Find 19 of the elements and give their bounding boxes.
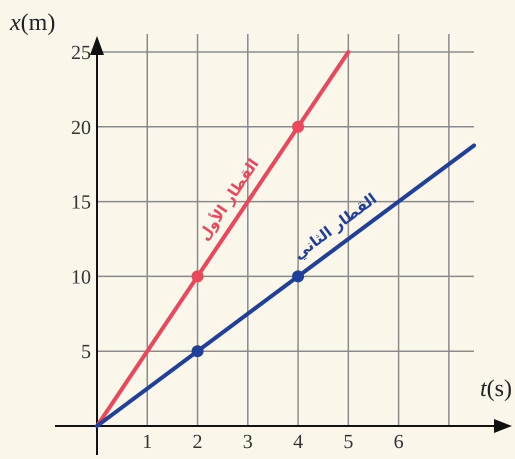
x-tick-label: 3 bbox=[242, 431, 253, 453]
x-tick-label: 6 bbox=[394, 431, 404, 453]
text: القطار الثاني bbox=[290, 190, 380, 264]
y-tick-label: 20 bbox=[71, 116, 91, 139]
y-tick-label: 10 bbox=[71, 266, 91, 288]
x-tick-label: 1 bbox=[142, 431, 152, 453]
y-tick-label: 15 bbox=[71, 192, 91, 214]
x-tick-label: 5 bbox=[343, 431, 354, 453]
point bbox=[192, 270, 204, 282]
point bbox=[192, 345, 204, 358]
text: القطار الأول bbox=[194, 154, 262, 244]
y-tick-label: 25 bbox=[71, 42, 91, 64]
x-tick-label: 4 bbox=[293, 431, 304, 453]
y-axis-title: x(m) bbox=[9, 10, 56, 36]
x-axis-title: t(s) bbox=[480, 376, 512, 402]
point bbox=[292, 270, 304, 282]
x-tick-label: 2 bbox=[192, 431, 203, 453]
point bbox=[292, 120, 304, 133]
y-tick-label: 5 bbox=[81, 341, 91, 364]
